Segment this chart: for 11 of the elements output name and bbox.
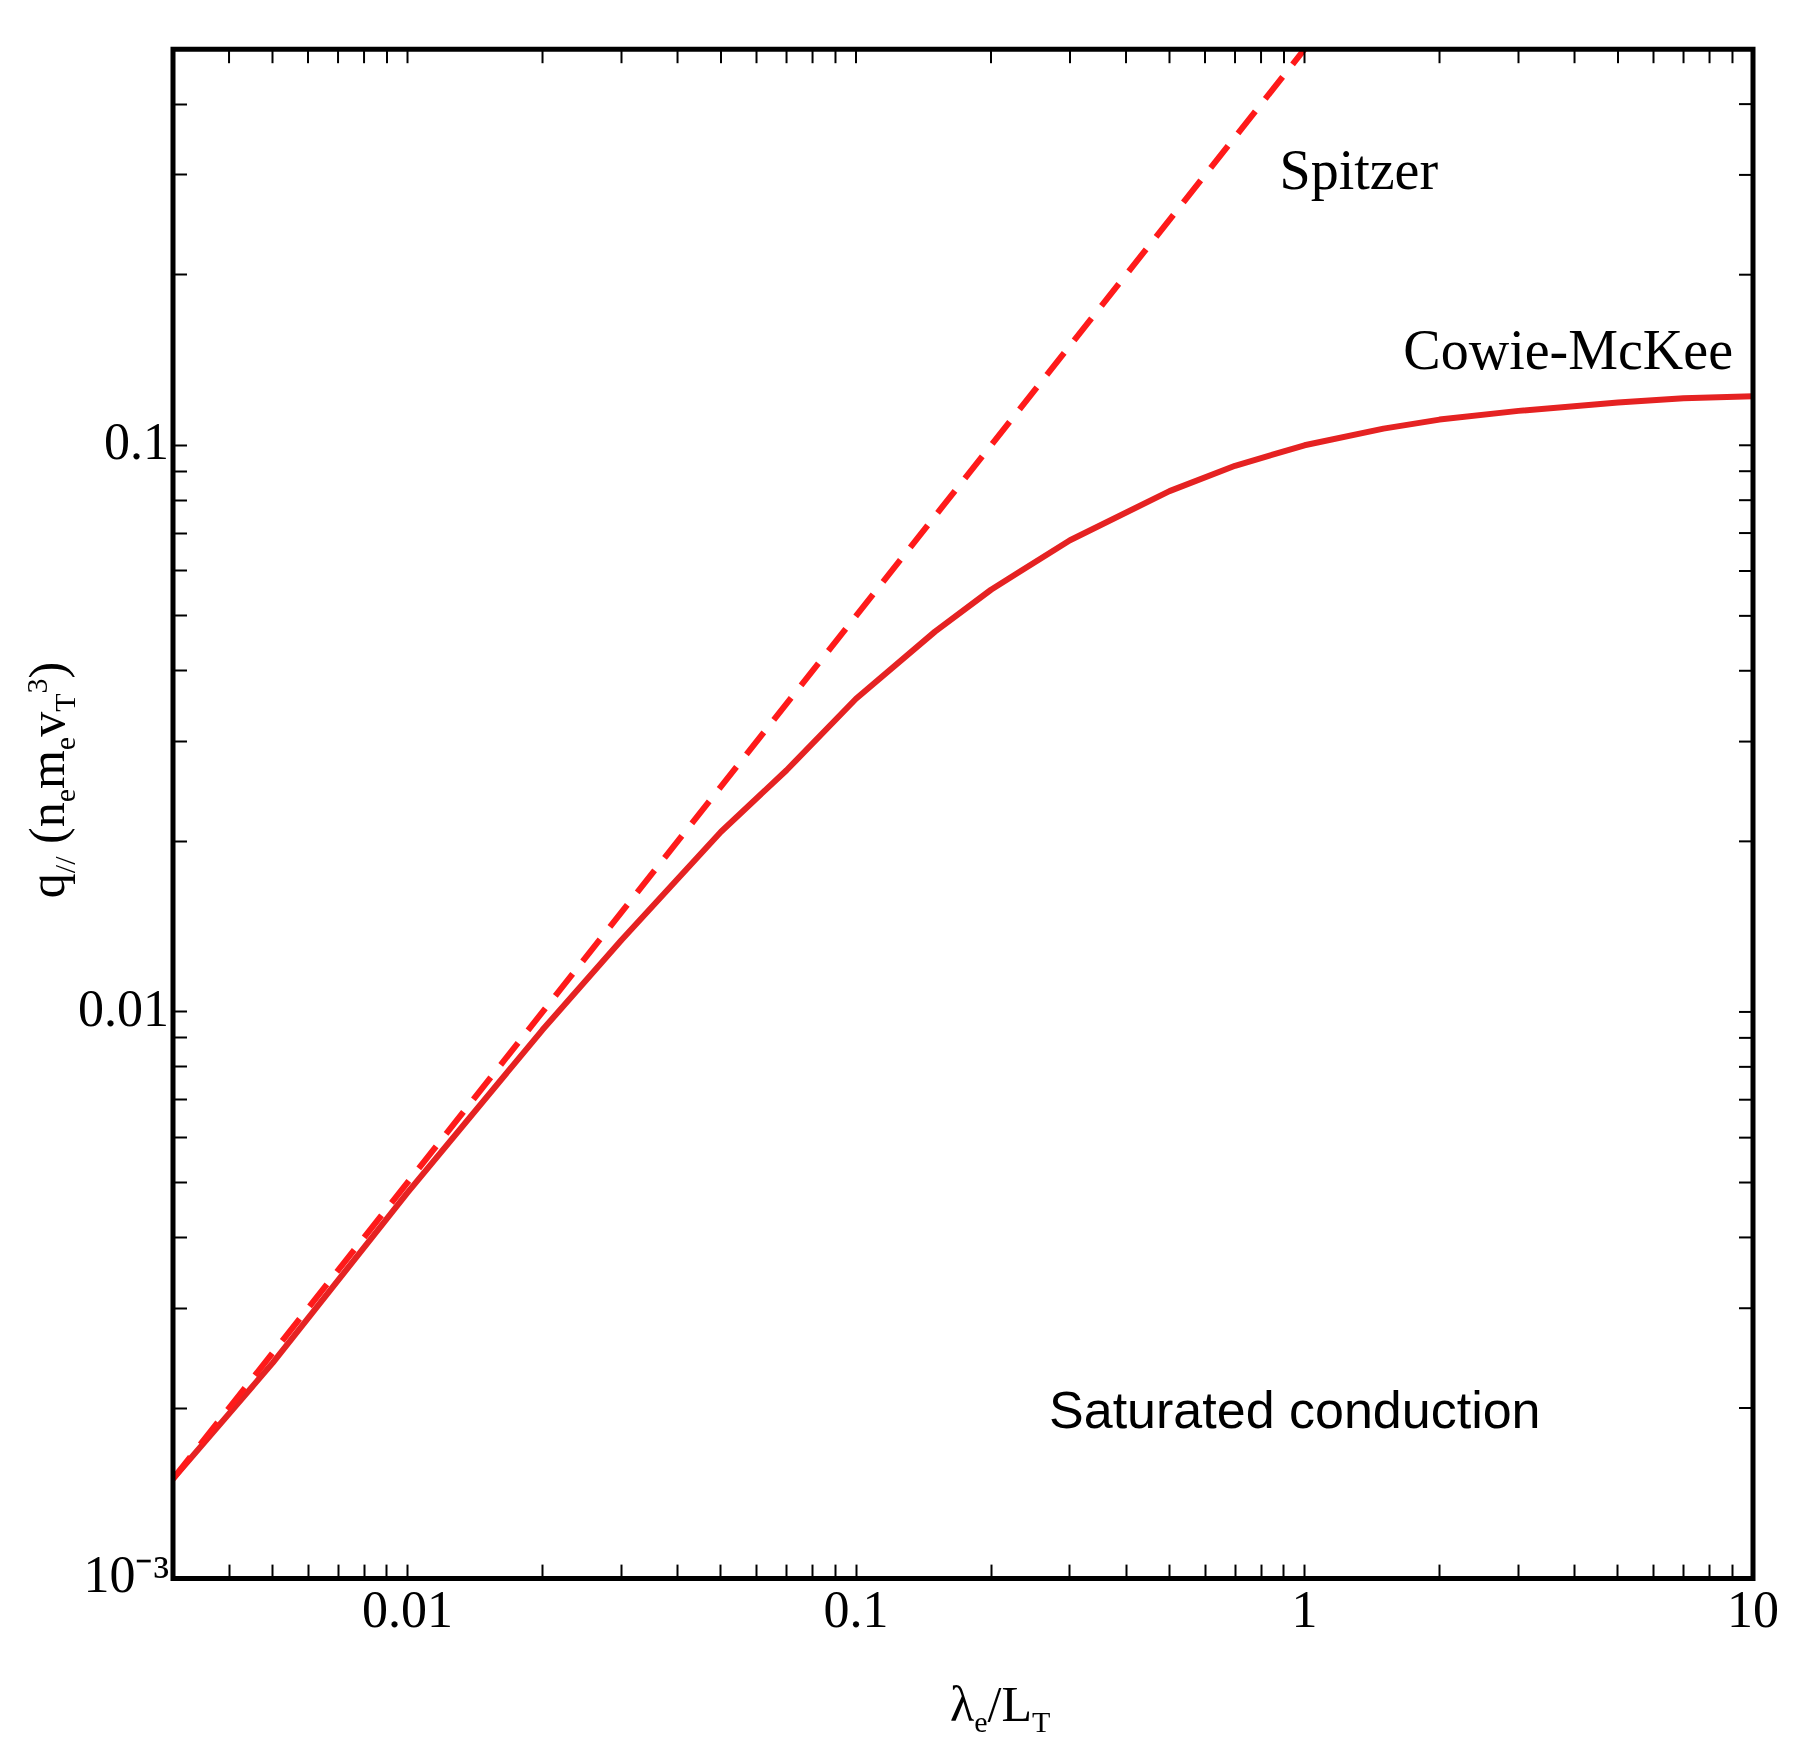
x-tick-label: 0.1 — [823, 1581, 889, 1639]
annotation: Saturated conduction — [1049, 1380, 1541, 1439]
series-label: Spitzer — [1279, 138, 1439, 201]
y-tick-label: 0.1 — [104, 412, 169, 470]
x-tick-label: 0.01 — [362, 1581, 454, 1639]
y-tick-label: 0.01 — [78, 979, 169, 1037]
y-tick-label: 10⁻³ — [83, 1546, 169, 1604]
series-label: Cowie-McKee — [1403, 319, 1733, 382]
x-axis-title: λ$_{e}$/L$_{T}$ — [950, 1675, 1051, 1739]
x-tick-label: 1 — [1291, 1581, 1318, 1639]
x-tick-label: 10 — [1727, 1581, 1779, 1639]
